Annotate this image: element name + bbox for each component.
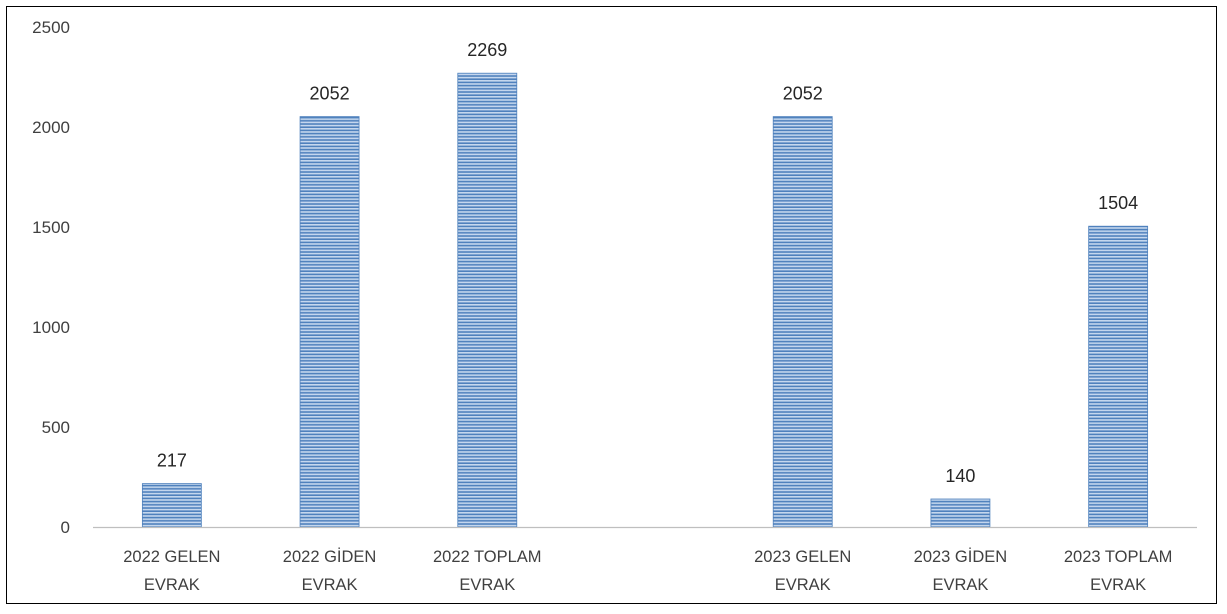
bars: [141, 72, 1149, 528]
y-tick-label: 2000: [32, 118, 70, 137]
category-label: 2023 TOPLAM: [1064, 548, 1173, 566]
data-label: 2052: [783, 84, 823, 104]
bar: [141, 483, 202, 528]
y-tick-label: 0: [61, 518, 70, 537]
data-label: 2269: [467, 40, 507, 60]
category-label: EVRAK: [144, 576, 200, 594]
bar: [299, 116, 360, 528]
data-label: 1504: [1098, 193, 1138, 213]
y-tick-label: 1000: [32, 318, 70, 337]
category-label: 2022 TOPLAM: [433, 548, 542, 566]
data-labels: 217 2052 2269 2052 140 1504: [157, 40, 1138, 486]
chart-frame: [6, 6, 1217, 604]
x-axis: 2022 GELEN EVRAK 2022 GİDEN EVRAK 2022 TOPLA…: [93, 526, 1197, 594]
category-label: 2023 GİDEN: [914, 547, 1008, 566]
bar: [457, 72, 518, 528]
category-label: 2022 GELEN: [123, 548, 220, 566]
category-label: EVRAK: [459, 576, 515, 594]
bar: [772, 116, 833, 528]
data-label: 2052: [310, 84, 350, 104]
bar: [1088, 225, 1149, 528]
y-tick-label: 500: [42, 418, 70, 437]
data-label: 140: [945, 466, 975, 486]
data-label: 217: [157, 451, 187, 471]
category-label: EVRAK: [1090, 576, 1146, 594]
category-label: EVRAK: [932, 576, 988, 594]
category-label: EVRAK: [302, 576, 358, 594]
y-axis: 0 500 1000 1500 2000 2500: [32, 18, 70, 537]
category-label: 2023 GELEN: [754, 548, 851, 566]
y-tick-label: 2500: [32, 18, 70, 37]
y-tick-label: 1500: [32, 218, 70, 237]
category-label: EVRAK: [775, 576, 831, 594]
bar: [930, 498, 991, 528]
category-label: 2022 GİDEN: [283, 547, 377, 566]
